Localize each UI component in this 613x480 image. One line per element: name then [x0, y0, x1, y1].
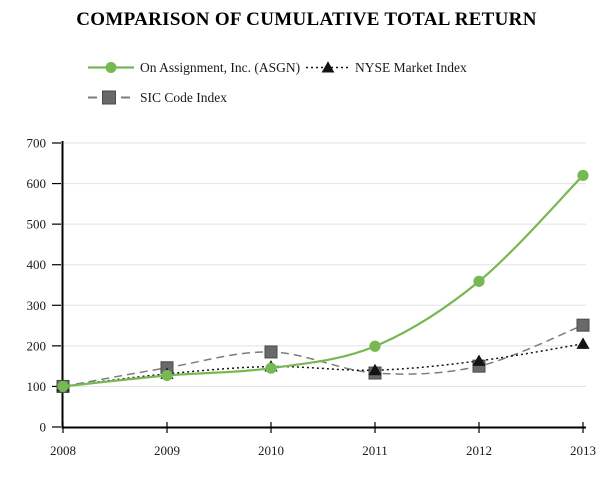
data-point-sic [576, 318, 590, 332]
data-point-nyse [576, 337, 590, 349]
y-tick-label: 700 [27, 136, 47, 151]
legend-label-asgn: On Assignment, Inc. (ASGN) [140, 60, 301, 75]
y-tick-label: 100 [27, 379, 47, 394]
nyse-sample-marker [321, 61, 335, 73]
x-tick-label: 2008 [50, 443, 76, 458]
sic-line-swatch-icon [88, 90, 130, 105]
chart-title: COMPARISON OF CUMULATIVE TOTAL RETURN [76, 9, 537, 30]
legend-label-sic: SIC Code Index [140, 90, 227, 105]
y-tick-label: 0 [40, 420, 47, 435]
asgn-line-swatch-icon [88, 62, 134, 73]
x-tick-label: 2013 [570, 443, 596, 458]
nyse-line-swatch-icon [306, 61, 350, 73]
x-tick-label: 2010 [258, 443, 284, 458]
series-line-nyse [62, 343, 584, 388]
data-point-sic [264, 345, 278, 359]
series-line-sic [62, 324, 584, 388]
x-tick-label: 2012 [466, 443, 492, 458]
y-tick-label: 200 [27, 338, 47, 353]
sic-sample-marker [102, 90, 116, 105]
data-point-asgn [57, 380, 69, 393]
series-asgn [57, 169, 589, 393]
y-tick-label: 400 [27, 257, 47, 272]
legend-label-nyse: NYSE Market Index [355, 60, 467, 75]
data-point-asgn [473, 275, 485, 287]
series-line-asgn [62, 174, 584, 388]
data-point-asgn [577, 169, 589, 182]
x-tick-label: 2011 [362, 443, 388, 458]
data-point-asgn [369, 340, 381, 352]
y-tick-label: 600 [27, 176, 47, 191]
y-tick-label: 300 [27, 298, 47, 313]
data-point-nyse [472, 354, 486, 366]
series-sic [56, 318, 590, 393]
x-tick-label: 2009 [154, 443, 180, 458]
data-point-asgn [265, 362, 277, 374]
asgn-sample-marker [105, 62, 117, 73]
y-tick-label: 500 [27, 217, 47, 232]
data-point-asgn [161, 369, 173, 382]
data-point-nyse [368, 363, 382, 376]
